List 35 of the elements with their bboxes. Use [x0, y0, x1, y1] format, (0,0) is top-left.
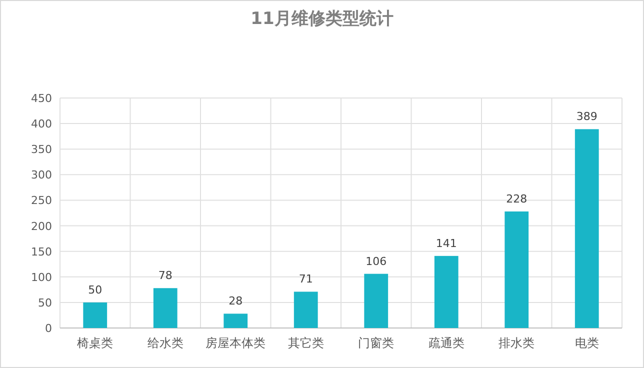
chart-title: 11月维修类型统计 [250, 9, 394, 29]
data-label: 28 [228, 294, 243, 308]
bar [153, 288, 178, 328]
y-tick-label: 200 [31, 220, 52, 233]
y-tick-label: 100 [31, 270, 52, 284]
data-label: 71 [298, 272, 313, 286]
data-label: 141 [436, 236, 457, 250]
bar [294, 292, 318, 328]
y-tick-label: 0 [45, 322, 52, 335]
data-label: 228 [506, 192, 528, 206]
y-tick-label: 450 [31, 92, 52, 105]
data-label: 78 [158, 269, 172, 282]
y-tick-label: 400 [31, 118, 52, 131]
x-tick-label: 房屋本体类 [206, 336, 266, 350]
bar [224, 314, 248, 328]
y-tick-label: 150 [31, 245, 52, 258]
x-tick-label: 给水类 [147, 336, 184, 350]
bar [83, 302, 108, 328]
x-tick-label: 其它类 [288, 336, 324, 350]
x-tick-label: 椅桌类 [77, 336, 114, 350]
x-tick-label: 排水类 [498, 336, 535, 350]
data-label: 389 [576, 110, 598, 124]
y-tick-label: 250 [31, 194, 52, 208]
y-tick-label: 300 [31, 168, 52, 182]
bar [574, 129, 599, 328]
x-tick-label: 电类 [574, 336, 599, 350]
x-tick-label: 疏通类 [428, 336, 464, 350]
data-label: 106 [366, 254, 387, 268]
bar [434, 256, 458, 328]
y-tick-label: 350 [31, 143, 52, 156]
y-tick-label: 50 [38, 296, 52, 310]
x-tick-label: 门窗类 [358, 336, 394, 350]
bar [504, 211, 529, 328]
data-label: 50 [88, 283, 102, 296]
bar [364, 274, 388, 328]
